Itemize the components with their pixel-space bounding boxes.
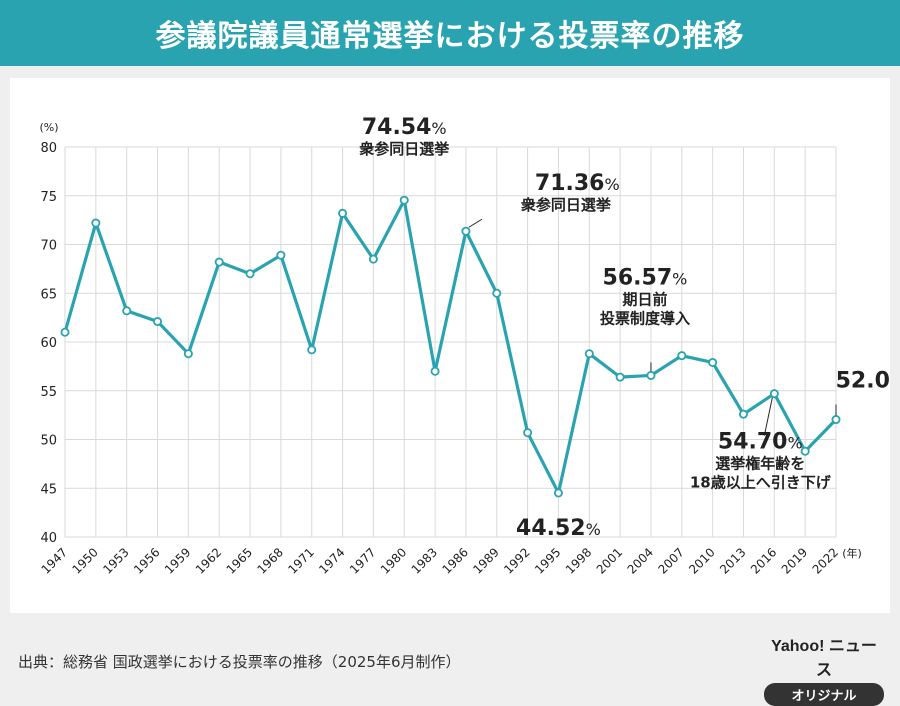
data-point — [461, 226, 471, 236]
x-tick-label: 1953 — [100, 545, 131, 576]
x-tick-label: 2022 — [810, 545, 841, 576]
y-tick-label: 70 — [40, 239, 57, 254]
y-tick-label: 65 — [40, 287, 57, 302]
annotation-value: 44.52% — [516, 516, 601, 541]
annotation-value: 74.54% — [362, 115, 447, 140]
x-tick-label: 1962 — [193, 545, 224, 576]
y-tick-label: 55 — [40, 385, 57, 400]
data-point — [769, 389, 779, 399]
y-tick-label: 80 — [40, 141, 57, 156]
x-tick-label: 1977 — [347, 545, 378, 576]
x-tick-label: 2019 — [779, 545, 810, 576]
annotation-note: 期日前 — [622, 290, 667, 308]
data-point — [677, 351, 687, 361]
x-tick-label: 2013 — [717, 545, 748, 576]
annotation-leader — [763, 397, 773, 436]
x-tick-label: 1989 — [470, 545, 501, 576]
annotation-value: 56.57% — [603, 265, 688, 290]
x-tick-label: 2001 — [594, 545, 625, 576]
annotation-note: 18歳以上へ引き下げ — [690, 474, 832, 492]
data-point — [91, 218, 101, 228]
chart-panel: 40 45 50 55 60 65 70 75 80 1947 1950 1953 1956 1959 19… — [10, 78, 890, 613]
data-point — [831, 415, 841, 425]
data-point — [646, 370, 656, 380]
x-tick-label: 1959 — [162, 545, 193, 576]
chart-title: 参議院議員通常選挙における投票率の推移 — [155, 19, 745, 54]
x-tick-label: 1983 — [409, 545, 440, 576]
data-point — [338, 208, 348, 218]
annotation-value: 52.05% — [836, 369, 890, 394]
y-tick-label: 50 — [40, 434, 57, 449]
x-tick-label: 1950 — [69, 545, 100, 576]
x-tick-label: 1986 — [440, 545, 471, 576]
x-tick-label: 2016 — [748, 545, 779, 576]
data-point — [523, 428, 533, 438]
y-tick-label: 75 — [40, 190, 57, 205]
data-point — [122, 306, 132, 316]
original-badge: オリジナル — [764, 683, 884, 706]
data-point — [60, 327, 70, 337]
annotation-note: 衆参同日選挙 — [359, 140, 450, 158]
x-tick-label: 1980 — [378, 545, 409, 576]
turnout-line — [63, 198, 838, 495]
y-tick-label: 40 — [40, 531, 57, 546]
x-tick-label: 1971 — [285, 545, 316, 576]
annotation-note: 選挙権年齢を — [715, 455, 805, 473]
brand-name: Yahoo! ニュース — [771, 638, 877, 679]
x-tick-label: 1956 — [131, 545, 162, 576]
data-point — [738, 409, 748, 419]
data-point — [584, 349, 594, 359]
data-point — [245, 269, 255, 279]
source-note: 出典：総務省 国政選挙における投票率の推移（2025年6月制作） — [18, 653, 461, 671]
data-point — [399, 195, 409, 205]
x-tick-label: 2010 — [686, 545, 717, 576]
data-point — [307, 345, 317, 355]
annotation-leader — [468, 218, 483, 228]
annotation-note: 投票制度導入 — [600, 309, 690, 327]
annotation-note: 衆参同日選挙 — [521, 196, 612, 214]
data-point — [492, 288, 502, 298]
x-tick-label: 2004 — [625, 545, 656, 576]
data-point — [214, 257, 224, 267]
annotation-value: 71.36% — [535, 171, 620, 196]
data-point — [553, 488, 563, 498]
x-axis-unit: (年) — [842, 546, 862, 560]
x-tick-label: 1995 — [532, 545, 563, 576]
x-tick-label: 1974 — [316, 545, 347, 576]
brand-logo: Yahoo! ニュース オリジナル — [764, 632, 884, 706]
data-point — [800, 446, 810, 456]
x-tick-label: 1998 — [563, 545, 594, 576]
data-point — [183, 349, 193, 359]
x-tick-label: 1968 — [255, 545, 286, 576]
annotation-value: 54.70% — [718, 430, 803, 455]
chart-header: 参議院議員通常選挙における投票率の推移 — [0, 0, 900, 66]
data-point — [615, 372, 625, 382]
x-tick-label: 1992 — [501, 545, 532, 576]
y-tick-label: 45 — [40, 482, 57, 497]
data-point — [368, 254, 378, 264]
x-tick-label: 1965 — [224, 545, 255, 576]
data-point — [153, 317, 163, 327]
x-tick-label: 1947 — [39, 545, 70, 576]
y-tick-label: 60 — [40, 336, 57, 351]
x-tick-label: 2007 — [655, 545, 686, 576]
data-point — [430, 366, 440, 376]
data-point — [276, 250, 286, 260]
y-axis-unit: (%) — [39, 121, 58, 134]
data-point — [708, 357, 718, 367]
